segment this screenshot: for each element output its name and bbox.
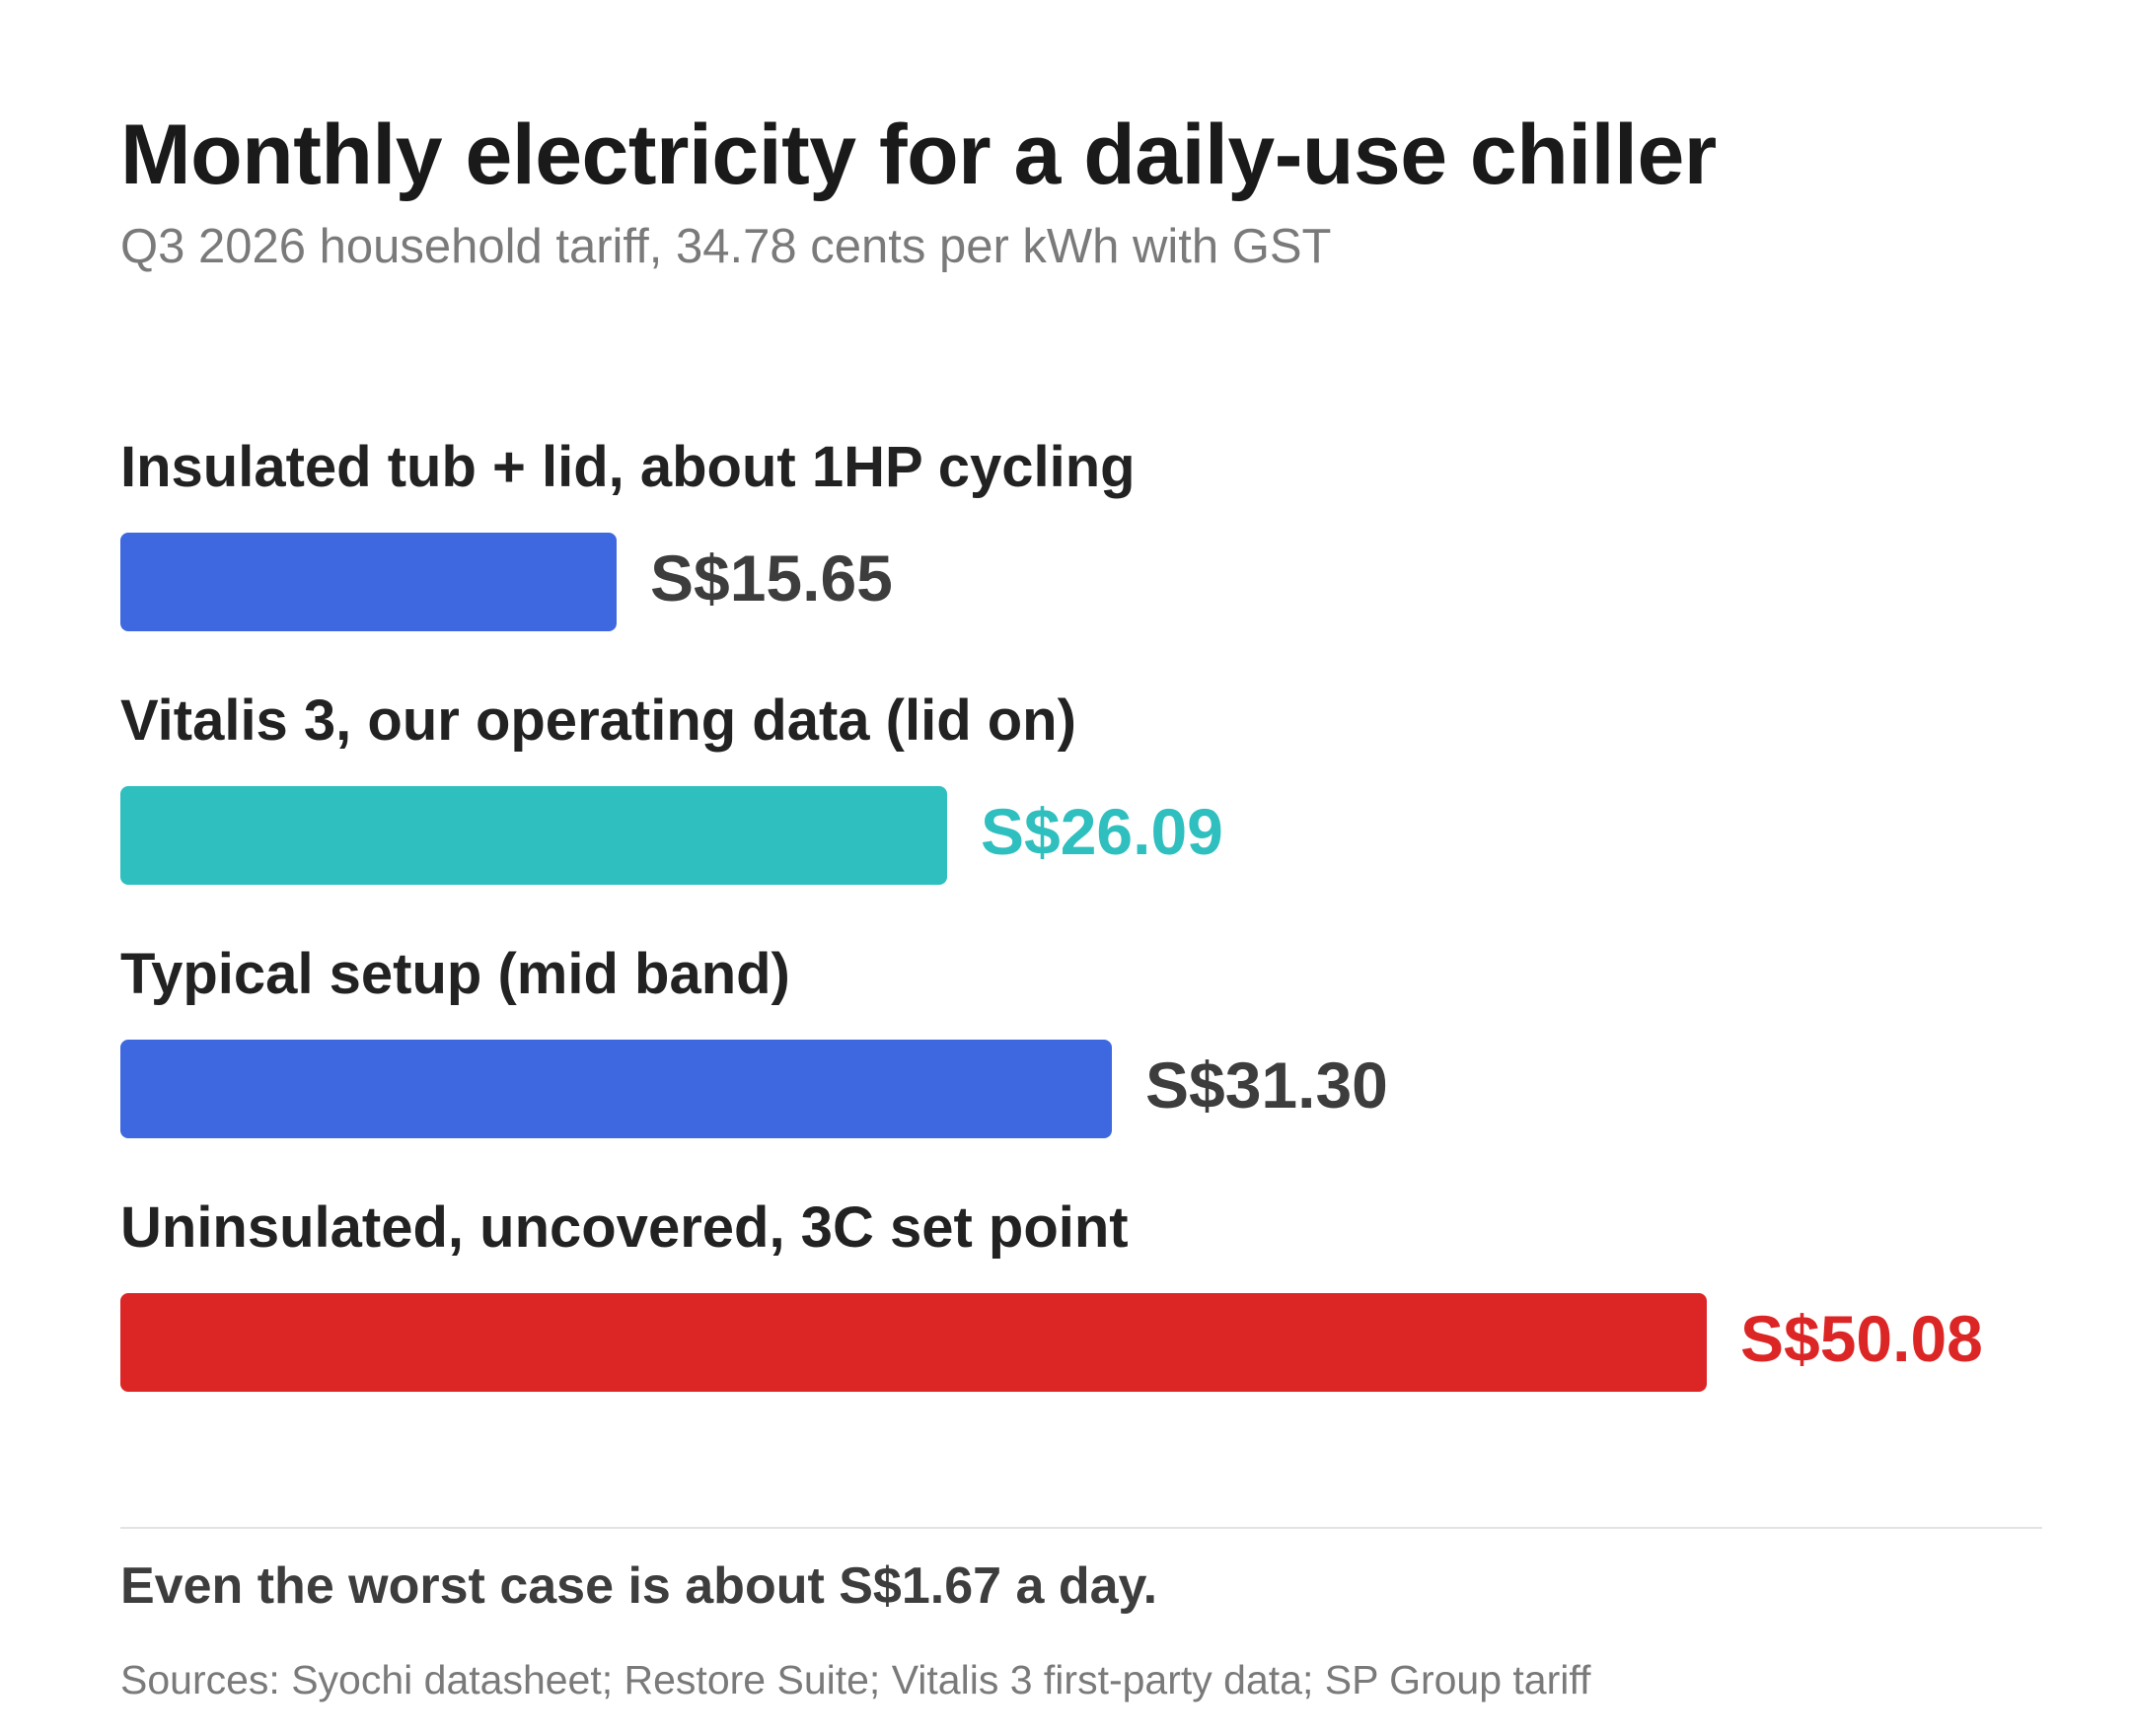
bar: [120, 533, 617, 631]
footer-note: Even the worst case is about S$1.67 a da…: [120, 1557, 1158, 1615]
chart-subtitle: Q3 2026 household tariff, 34.78 cents pe…: [120, 220, 1332, 273]
bar: [120, 1293, 1707, 1392]
bar-row: Uninsulated, uncovered, 3C set point S$50…: [120, 1194, 2044, 1411]
bar-chart: Insulated tub + lid, about 1HP cycling S$…: [120, 434, 2044, 1420]
category-label: Vitalis 3, our operating data (lid on): [120, 688, 1076, 753]
bar-row: Insulated tub + lid, about 1HP cycling S$…: [120, 434, 2044, 651]
value-label: S$31.30: [1145, 1049, 1388, 1121]
sources-text: Sources: Syochi datasheet; Restore Suite…: [120, 1657, 1591, 1702]
bar-row: Vitalis 3, our operating data (lid on) S$…: [120, 687, 2044, 904]
category-label: Insulated tub + lid, about 1HP cycling: [120, 435, 1136, 499]
category-label: Uninsulated, uncovered, 3C set point: [120, 1195, 1129, 1260]
bar-row: Typical setup (mid band) S$31.30: [120, 941, 2044, 1158]
value-label: S$50.08: [1740, 1302, 1983, 1375]
chart-title: Monthly electricity for a daily-use chil…: [120, 108, 1717, 202]
value-label: S$15.65: [650, 542, 893, 615]
bar: [120, 1040, 1112, 1138]
value-label: S$26.09: [981, 795, 1223, 868]
category-label: Typical setup (mid band): [120, 942, 790, 1006]
footer-divider: [120, 1527, 2042, 1529]
bar: [120, 786, 947, 885]
